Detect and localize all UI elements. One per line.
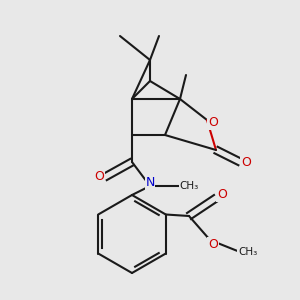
- Text: O: O: [208, 238, 218, 251]
- Text: O: O: [217, 188, 227, 202]
- Text: CH₃: CH₃: [179, 181, 199, 191]
- Text: CH₃: CH₃: [238, 247, 257, 257]
- Text: O: O: [241, 155, 251, 169]
- Text: N: N: [145, 176, 155, 190]
- Text: O: O: [208, 116, 218, 130]
- Text: O: O: [94, 170, 104, 184]
